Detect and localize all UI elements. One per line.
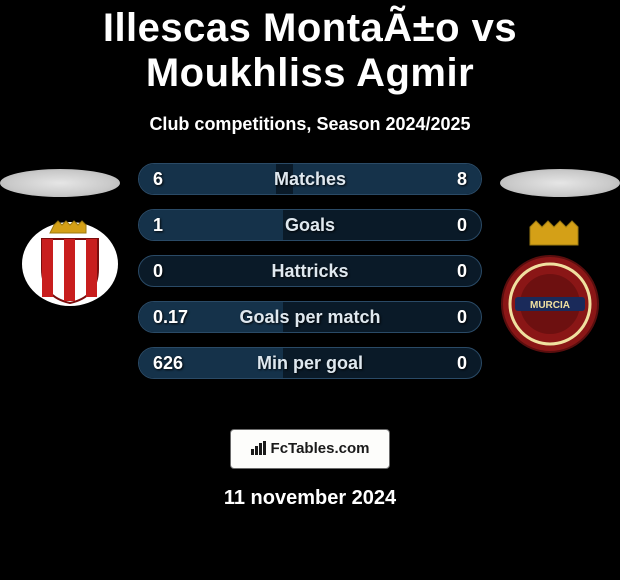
club-crest-right: MURCIA [500,219,600,369]
stat-label: Goals per match [139,302,481,332]
subtitle: Club competitions, Season 2024/2025 [0,114,620,135]
date-label: 11 november 2024 [0,487,620,510]
stat-row: 0.17Goals per match0 [138,301,482,333]
stat-row: 626Min per goal0 [138,347,482,379]
club-crest-left [20,219,120,307]
stat-label: Matches [139,164,481,194]
striped-shield-icon [20,219,120,307]
page-title: Illescas MontaÃ±o vs Moukhliss Agmir [0,0,620,96]
stat-label: Hattricks [139,256,481,286]
stat-value-right: 0 [457,256,467,286]
brand-badge: FcTables.com [230,429,390,469]
stat-bars: 6Matches81Goals00Hattricks00.17Goals per… [138,163,482,393]
svg-text:MURCIA: MURCIA [530,300,570,311]
stat-row: 1Goals0 [138,209,482,241]
bar-chart-icon [251,432,267,470]
stat-label: Min per goal [139,348,481,378]
stat-value-right: 0 [457,348,467,378]
stat-value-right: 8 [457,164,467,194]
player-plate-left [0,169,120,197]
stat-row: 0Hattricks0 [138,255,482,287]
stat-label: Goals [139,210,481,240]
brand-label: FcTables.com [271,440,370,457]
stat-row: 6Matches8 [138,163,482,195]
stat-value-right: 0 [457,302,467,332]
stat-value-right: 0 [457,210,467,240]
crown-circle-icon: MURCIA [500,219,600,369]
player-plate-right [500,169,620,197]
